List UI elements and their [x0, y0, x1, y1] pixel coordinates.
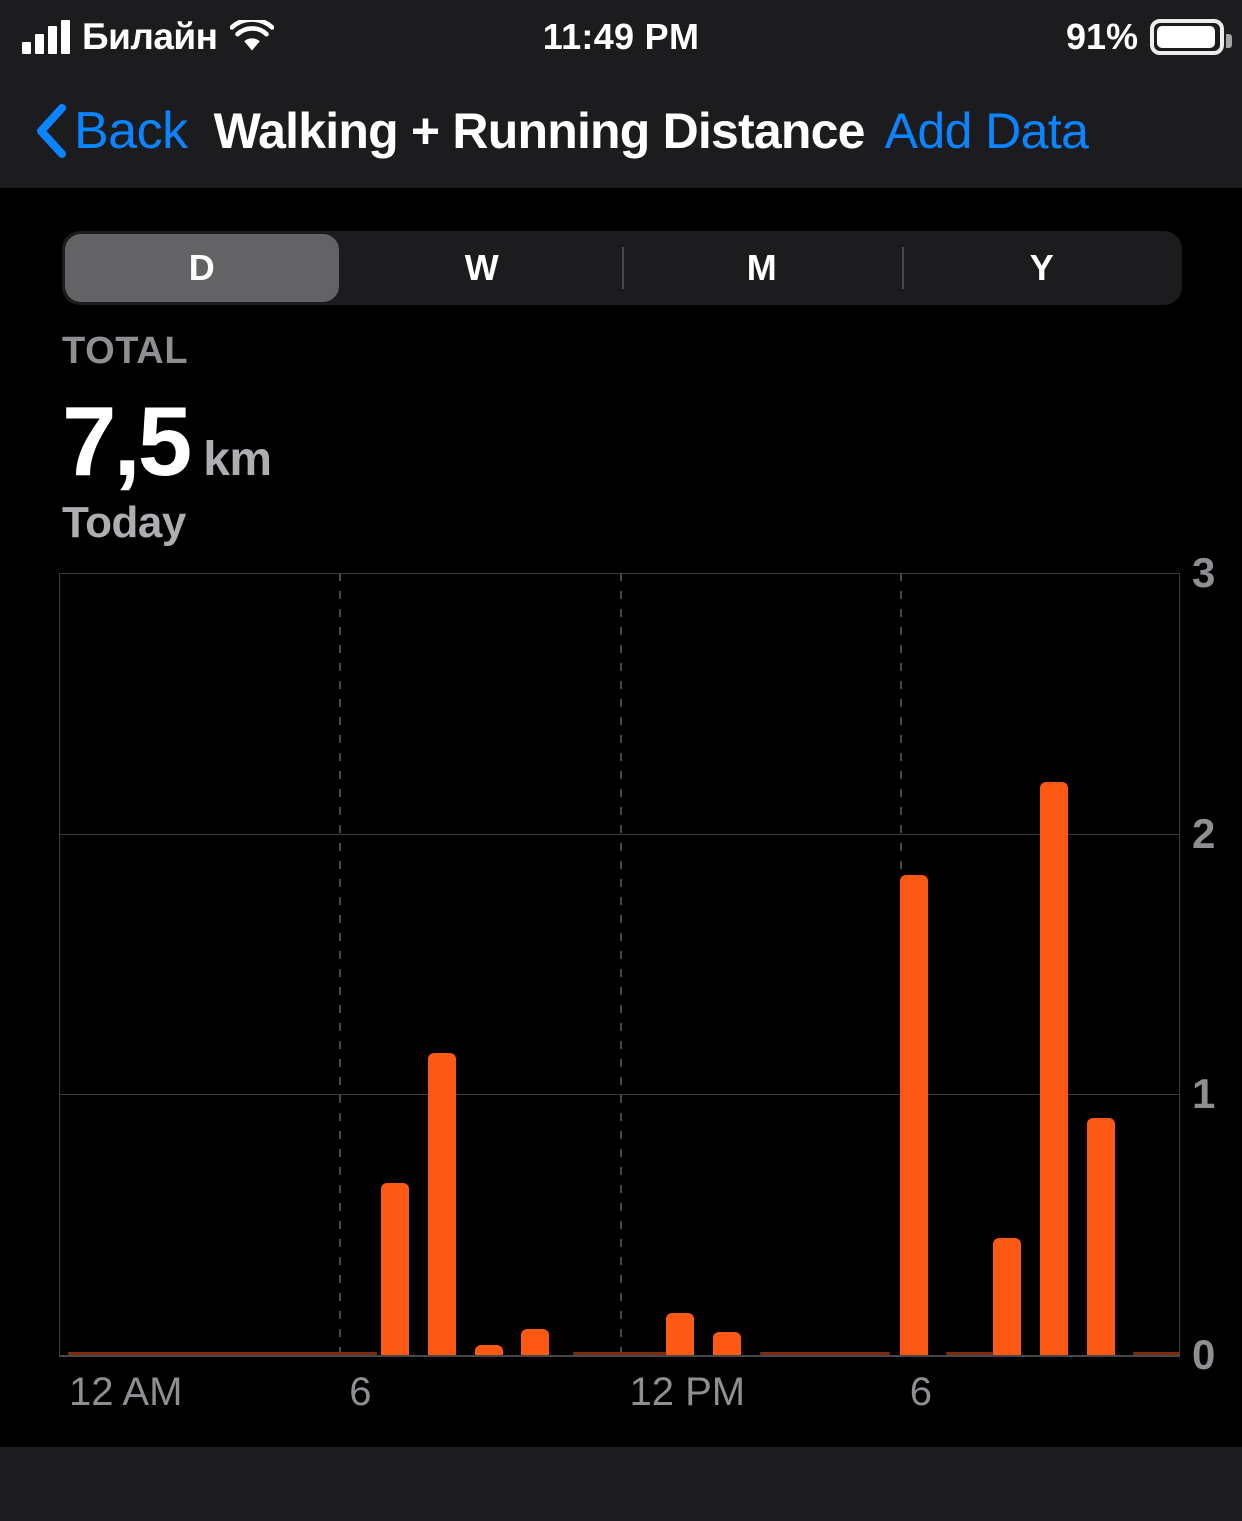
chart-gridline [59, 573, 1180, 574]
chart-baseline-stub [759, 1352, 891, 1355]
bottom-bar [0, 1447, 1242, 1521]
chart-y-tick-label: 3 [1192, 549, 1216, 596]
time-range-segmented-control[interactable]: D W M Y [62, 231, 1182, 305]
segment-month[interactable]: M [622, 231, 902, 305]
chart-bar[interactable] [1039, 781, 1068, 1355]
chart-y-tick-label: 2 [1192, 809, 1216, 857]
back-button[interactable]: Back [34, 101, 188, 161]
chart-baseline-stub [946, 1352, 994, 1355]
chart-gridline [59, 833, 1180, 835]
chart-x-tick-label: 12 AM [69, 1370, 183, 1414]
chart-left-axis-line [59, 573, 60, 1355]
segment-month-label: M [746, 247, 778, 288]
carrier-label: Билайн [82, 16, 218, 57]
chart-vertical-gridline [619, 573, 622, 1355]
total-unit: km [203, 433, 272, 486]
segment-selection-pill [65, 234, 339, 302]
chart-y-tick-label: 0 [1192, 1331, 1216, 1378]
chart-gridline [59, 1094, 1180, 1096]
segment-year-label: Y [1029, 247, 1055, 288]
chart-bar[interactable] [993, 1237, 1022, 1355]
wifi-icon [229, 20, 274, 51]
segment-day-label: D [188, 247, 216, 288]
navigation-bar: Back Walking + Running Distance Add Data [0, 74, 1242, 188]
chart-baseline-stub [68, 1352, 377, 1355]
chart-gridline [59, 1355, 1180, 1357]
chart-bar[interactable] [474, 1344, 503, 1355]
chart-bar[interactable] [381, 1182, 410, 1355]
segment-week[interactable]: W [342, 231, 622, 305]
chart-x-tick-label: 6 [909, 1370, 932, 1414]
chart-vertical-gridline [339, 573, 342, 1355]
segment-year[interactable]: Y [902, 231, 1182, 305]
chart-baseline-stub [1133, 1352, 1180, 1355]
chart-bar[interactable] [666, 1313, 695, 1355]
page-title: Walking + Running Distance [213, 103, 866, 159]
clock-label: 11:49 PM [542, 16, 700, 57]
total-subtitle: Today [62, 498, 186, 547]
chart-bar[interactable] [899, 875, 928, 1355]
chart-x-tick-label: 12 PM [629, 1370, 746, 1414]
back-button-label: Back [74, 102, 188, 160]
total-label: TOTAL [62, 330, 189, 372]
segment-divider [902, 247, 904, 289]
chart-vertical-gridline [899, 573, 902, 1355]
chart-y-tick-label: 1 [1192, 1070, 1216, 1118]
chart-bar[interactable] [1086, 1117, 1115, 1355]
chart-plot-area [59, 573, 1180, 1357]
battery-icon [1150, 19, 1232, 55]
segment-week-label: W [464, 247, 500, 288]
chart-bar[interactable] [521, 1328, 550, 1355]
chart-right-axis-line [1179, 573, 1180, 1355]
chart-bar[interactable] [712, 1331, 741, 1355]
total-value: 7,5 [62, 386, 192, 496]
status-bar-right: 91% [1065, 0, 1232, 74]
chevron-left-icon [37, 104, 66, 158]
chart-baseline-stub [572, 1352, 667, 1355]
add-data-button[interactable]: Add Data [884, 103, 1089, 159]
cellular-bars-icon [22, 20, 70, 54]
status-bar: Билайн 11:49 PM 91% [0, 0, 1242, 74]
total-value-row: 7,5 km [62, 392, 272, 490]
chart-bar[interactable] [428, 1052, 456, 1355]
status-bar-left: Билайн [22, 0, 274, 74]
chart-x-tick-label: 6 [349, 1370, 372, 1414]
battery-percent-label: 91% [1065, 16, 1138, 57]
segment-day[interactable]: D [62, 231, 342, 305]
status-bar-clock: 11:49 PM [0, 0, 1242, 74]
segment-divider [622, 247, 624, 289]
